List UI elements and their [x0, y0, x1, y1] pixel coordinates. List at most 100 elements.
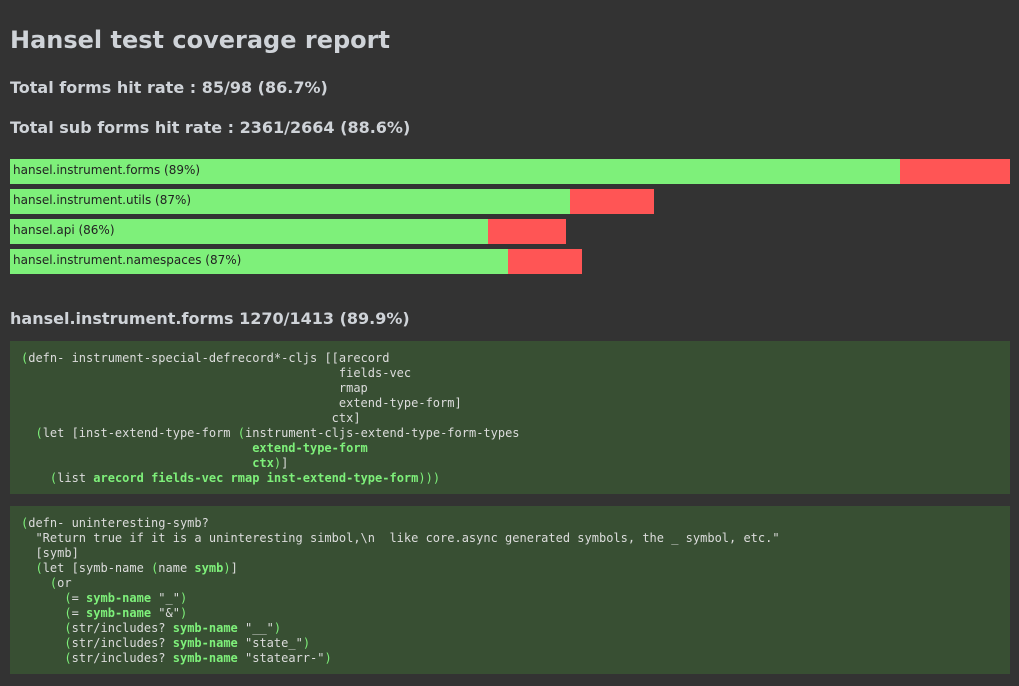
section-title: hansel.instrument.forms 1270/1413 (89.9%… [10, 309, 410, 328]
code-token: let [symb-name [42, 561, 152, 575]
miss-bar [900, 159, 1010, 184]
code-line: (defn- uninteresting-symb? [21, 516, 999, 531]
code-token: "&" [151, 606, 180, 620]
code-token: ( [35, 561, 43, 575]
code-token: "Return true if it is a uninteresting si… [21, 531, 780, 545]
hit-bar [10, 249, 508, 274]
hit-bar [10, 219, 488, 244]
code-token: name [158, 561, 195, 575]
code-token [21, 636, 64, 650]
code-token [21, 441, 252, 455]
namespace-bar: hansel.api (86%) [10, 219, 1010, 244]
code-token: ( [64, 591, 72, 605]
code-token: symb-name [172, 651, 238, 665]
code-token: ) [223, 561, 231, 575]
code-token: ( [64, 651, 72, 665]
code-token: ) [179, 591, 188, 605]
namespace-bars: hansel.instrument.forms (89%) hansel.inst… [10, 159, 1010, 279]
code-line: (list arecord fields-vec rmap inst-exten… [21, 471, 999, 486]
code-token: ctx] [21, 411, 361, 425]
code-token: symb-name [172, 621, 238, 635]
code-token [21, 591, 64, 605]
sub-forms-rate: Total sub forms hit rate : 2361/2664 (88… [10, 118, 411, 137]
code-token: ( [64, 621, 72, 635]
namespace-label: hansel.instrument.forms (89%) [13, 163, 201, 177]
code-token: [symb] [21, 546, 79, 560]
report-title: Hansel test coverage report [10, 26, 390, 54]
code-token: symb-name [172, 636, 238, 650]
code-line: fields-vec [21, 366, 999, 381]
code-token: defn- instrument-special-defrecord*-cljs… [28, 351, 390, 365]
code-block: (defn- instrument-special-defrecord*-clj… [10, 341, 1010, 494]
code-token: fields-vec [21, 366, 412, 380]
code-line: (or [21, 576, 999, 591]
code-token: str/includes? [71, 651, 173, 665]
code-line: ctx)] [21, 456, 999, 471]
code-token: extend-type-form [252, 441, 368, 455]
code-token: ( [64, 606, 72, 620]
namespace-label: hansel.api (86%) [13, 223, 115, 237]
code-token: ( [21, 351, 29, 365]
code-token: or [57, 576, 72, 590]
code-token: symb-name [86, 606, 152, 620]
page: {"header": {"title": "Hansel test covera… [10, 26, 1010, 674]
code-token: ( [35, 426, 43, 440]
code-token [21, 606, 64, 620]
code-token: ( [49, 576, 58, 590]
code-token: ( [237, 426, 245, 440]
code-token: ] [281, 456, 289, 470]
code-token: instrument-cljs-extend-type-form-types [245, 426, 520, 440]
code-token: str/includes? [71, 621, 173, 635]
code-token: ( [49, 471, 58, 485]
code-token [21, 561, 35, 575]
code-token: let [inst-extend-type-form [42, 426, 238, 440]
code-token: ) [324, 651, 332, 665]
code-token: defn- uninteresting-symb? [28, 516, 209, 530]
code-token: ctx [252, 456, 274, 470]
code-line: (= symb-name "_") [21, 591, 999, 606]
code-line: (defn- instrument-special-defrecord*-clj… [21, 351, 999, 366]
code-token: = [71, 591, 87, 605]
code-line: (str/includes? symb-name "__") [21, 621, 999, 636]
forms-rate: Total forms hit rate : 85/98 (86.7%) [10, 78, 328, 97]
code-line: [symb] [21, 546, 999, 561]
code-token: ) [273, 621, 282, 635]
code-line: (let [inst-extend-type-form (instrument-… [21, 426, 999, 441]
code-token: list [57, 471, 94, 485]
code-line: extend-type-form] [21, 396, 999, 411]
code-token [21, 621, 64, 635]
namespace-bar: hansel.instrument.forms (89%) [10, 159, 1010, 184]
code-token: "_" [151, 591, 180, 605]
code-token: symb-name [86, 591, 152, 605]
code-line: ctx] [21, 411, 999, 426]
code-line: extend-type-form [21, 441, 999, 456]
namespace-label: hansel.instrument.namespaces (87%) [13, 253, 242, 267]
code-token [21, 456, 252, 470]
code-token [21, 651, 64, 665]
miss-bar [488, 219, 566, 244]
code-token: ( [21, 516, 29, 530]
hit-bar [10, 189, 570, 214]
miss-bar [508, 249, 582, 274]
code-line: "Return true if it is a uninteresting si… [21, 531, 999, 546]
miss-bar [570, 189, 654, 214]
namespace-bar: hansel.instrument.utils (87%) [10, 189, 1010, 214]
code-token: ( [64, 636, 72, 650]
code-token: "state_" [237, 636, 303, 650]
code-token: "statearr-" [237, 651, 325, 665]
code-token: ( [151, 561, 159, 575]
code-token: extend-type-form] [21, 396, 462, 410]
code-line: rmap [21, 381, 999, 396]
code-token: = [71, 606, 87, 620]
code-token [21, 471, 50, 485]
code-line: (str/includes? symb-name "statearr-") [21, 651, 999, 666]
code-token: "__" [237, 621, 274, 635]
code-token: ) [273, 456, 282, 470]
code-token: ) [179, 606, 188, 620]
code-token: arecord fields-vec rmap inst-extend-type… [93, 471, 419, 485]
hit-bar [10, 159, 900, 184]
code-token: rmap [21, 381, 368, 395]
code-token: ) [302, 636, 311, 650]
code-token [21, 576, 50, 590]
code-block: (defn- uninteresting-symb? "Return true … [10, 506, 1010, 674]
